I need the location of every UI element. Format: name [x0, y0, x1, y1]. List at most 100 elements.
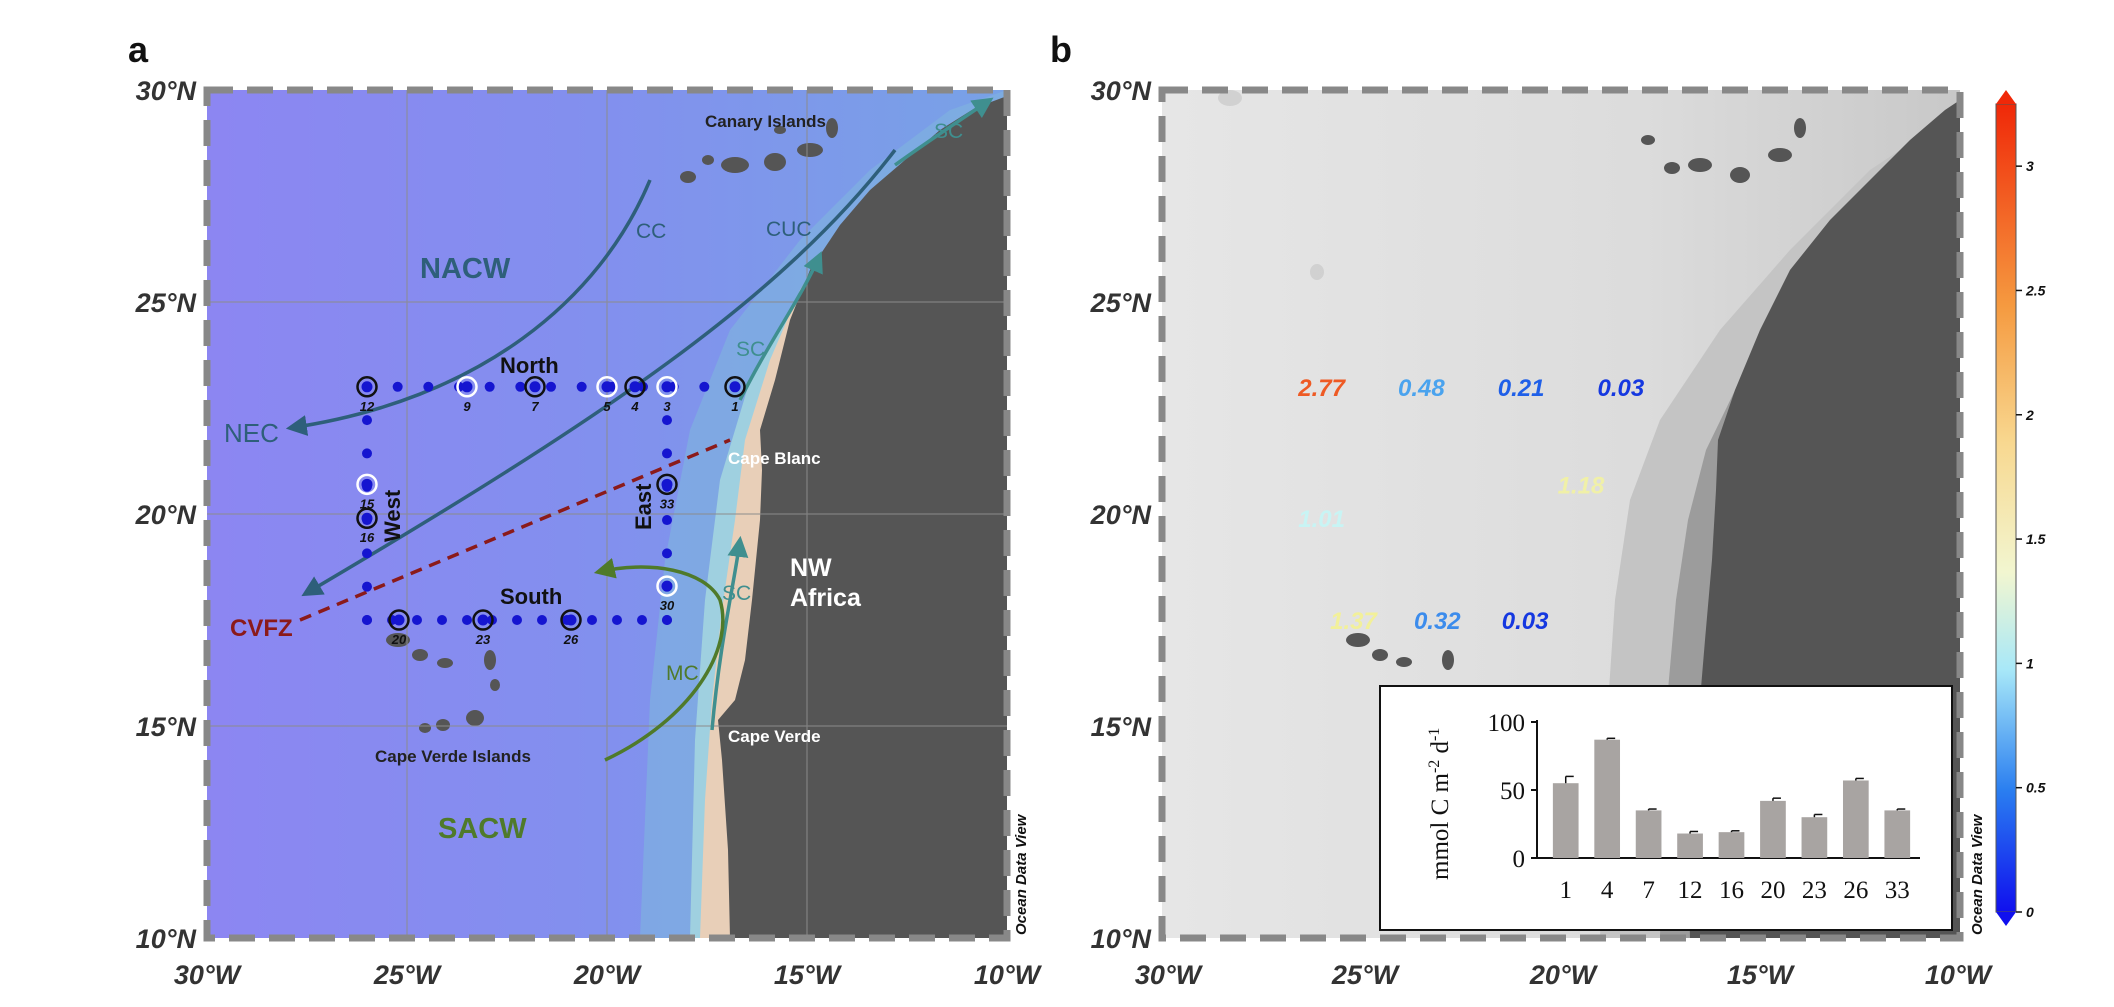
transect-dot	[612, 615, 622, 625]
value-label: 1.18	[1558, 472, 1605, 499]
panel-a-letter: a	[128, 29, 149, 70]
inset-bar	[1635, 810, 1662, 858]
transect-dot	[512, 615, 522, 625]
graticule-a	[207, 90, 1007, 938]
label-cuc: CUC	[766, 218, 812, 241]
inset-bar	[1677, 833, 1703, 858]
inset-bar	[1842, 780, 1869, 858]
inset-x-tick-label: 12	[1678, 877, 1703, 904]
transect-dot	[662, 448, 672, 459]
station-label-33: 33	[660, 496, 675, 511]
b-lat-label-25: 25°N	[1090, 288, 1152, 318]
inset-x-tick-label: 4	[1601, 877, 1614, 904]
transect-dot	[362, 448, 372, 459]
station-marker-5	[601, 381, 613, 393]
inset-bar	[1718, 832, 1745, 858]
b-lat-label-30: 30°N	[1091, 76, 1152, 106]
station-label-3: 3	[663, 399, 671, 414]
label-nw: NW	[790, 554, 832, 582]
lat-label-15: 15°N	[136, 712, 197, 742]
station-label-16: 16	[360, 530, 375, 545]
inset-x-tick-label: 1	[1559, 877, 1572, 904]
colorbar-tick-label: 3	[2026, 158, 2034, 174]
station-label-4: 4	[630, 399, 639, 414]
inset-y-label: mmol C m-2 d-1	[1426, 728, 1454, 880]
panel-a-map: 12 9 7 5 4 3 1 15 16 33 30 20 23 26	[207, 90, 1007, 938]
transect-dot	[392, 381, 403, 392]
colorbar-tick-label: 1.5	[2026, 531, 2046, 547]
inset-y-tick-label: 0	[1513, 846, 1526, 873]
land-africa	[718, 96, 1007, 938]
label-sc-mid: SC	[736, 338, 765, 361]
value-label: 1.01	[1298, 506, 1345, 533]
station-ring-26	[560, 609, 582, 631]
value-label: 0.21	[1498, 375, 1545, 402]
station-marker-33	[661, 478, 673, 490]
station-label-30: 30	[660, 598, 675, 613]
inset-bar	[1760, 800, 1786, 858]
value-label: 0.32	[1414, 608, 1461, 635]
station-marker-3	[661, 381, 673, 393]
transect-dot	[362, 548, 372, 559]
inset-y-tick-label: 50	[1500, 778, 1525, 805]
lon-axis-a: 30°W 25°W 20°W 15°W 10°W	[174, 960, 1043, 990]
panel-b-letter: b	[1050, 29, 1072, 70]
station-marker-12	[361, 381, 373, 393]
transect-dot	[699, 381, 710, 392]
inset-x-tick-label: 26	[1843, 877, 1868, 904]
colorbar-bottom-arrow	[1996, 912, 2016, 926]
station-label-12: 12	[360, 399, 375, 414]
lat-axis-a: 30°N 25°N 20°N 15°N 10°N	[135, 76, 197, 954]
transect-dot	[412, 615, 422, 625]
transect-dot	[454, 381, 464, 392]
transect-dot	[662, 415, 672, 426]
station-label-7: 7	[531, 399, 539, 414]
lon-label-10: 10°W	[974, 960, 1043, 990]
b-lat-label-10: 10°N	[1091, 924, 1152, 954]
station-marker-4	[629, 381, 641, 393]
value-label: 0.03	[1502, 608, 1549, 635]
colorbar-top-arrow	[1996, 90, 2016, 104]
colorbar-ticks: 3 2.5 2 1.5 1 0.5 0	[2016, 158, 2046, 920]
odv-label-b: Ocean Data View	[1969, 813, 1986, 935]
lat-axis-b: 30°N 25°N 20°N 15°N 10°N	[1090, 76, 1152, 954]
inset-x-tick-label: 7	[1642, 877, 1655, 904]
transect-dot	[462, 615, 472, 625]
lon-label-15: 15°W	[774, 960, 843, 990]
station-ring-3	[656, 376, 678, 398]
value-label: 2.77	[1297, 375, 1346, 402]
station-ring-9	[456, 376, 478, 398]
value-label: 1.37	[1330, 608, 1378, 635]
station-label-15: 15	[360, 496, 375, 511]
transect-dot	[484, 381, 495, 392]
station-ring-4	[624, 376, 646, 398]
inset-y-ticks: 0 50 100	[1488, 710, 1537, 873]
cape-verde-islands	[386, 633, 500, 733]
station-marker-16	[361, 512, 373, 524]
b-lon-label-30: 30°W	[1135, 960, 1204, 990]
colorbar-tick-label: 1	[2026, 655, 2034, 671]
lon-label-25: 25°W	[373, 960, 443, 990]
inset-x-tick-label: 33	[1885, 877, 1910, 904]
station-layer: 12 9 7 5 4 3 1 15 16 33 30 20 23 26	[356, 376, 746, 647]
label-cape-verde: Cape Verde	[728, 727, 821, 746]
current-sc-south	[710, 535, 749, 731]
label-cape-blanc: Cape Blanc	[728, 449, 821, 468]
panel-b: b 2.77 0.48	[1050, 29, 2046, 990]
label-nec: NEC	[224, 418, 279, 448]
current-sc-mid	[738, 251, 823, 401]
b-lon-label-10: 10°W	[1925, 960, 1994, 990]
transect-dot	[362, 415, 372, 426]
value-label: 0.48	[1398, 375, 1445, 402]
b-lat-label-20: 20°N	[1090, 500, 1152, 530]
grey-seamounts	[1218, 90, 1324, 280]
label-cc: CC	[636, 220, 666, 243]
value-layer: 2.77 0.48 0.21 0.03 1.18 1.01 1.37 0.32 0.03	[1297, 375, 1645, 635]
station-marker-26	[565, 614, 577, 626]
label-cvfz: CVFZ	[230, 615, 293, 642]
inset-bar	[1801, 817, 1828, 858]
transect-dot	[662, 615, 672, 625]
colorbar: 3 2.5 2 1.5 1 0.5 0	[1995, 90, 2046, 926]
inset-bars: 1 4 7 12 16 20 23 26 33	[1552, 737, 1911, 904]
